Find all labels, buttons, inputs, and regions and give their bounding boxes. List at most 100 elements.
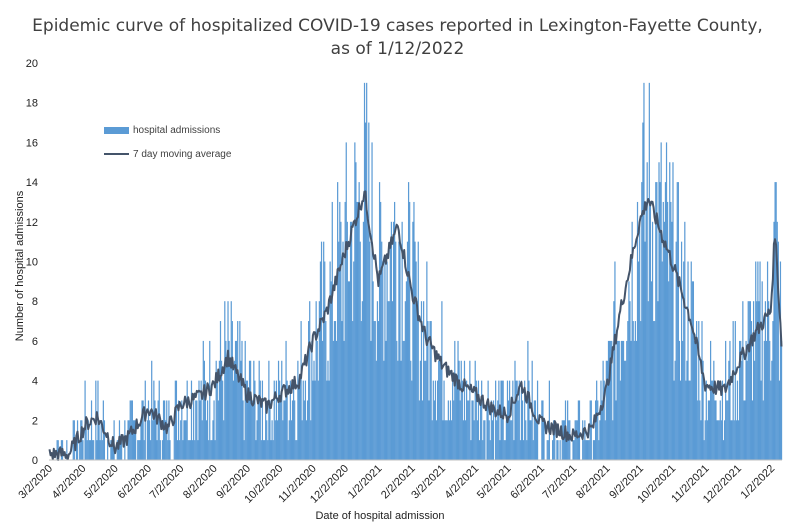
admission-bar: [323, 241, 325, 460]
admission-bar: [189, 440, 192, 460]
admission-bar: [198, 380, 200, 460]
admission-bar: [479, 400, 482, 460]
admission-bar: [498, 380, 500, 460]
admission-bar: [559, 440, 561, 460]
admission-bar: [607, 340, 610, 460]
admission-bar: [640, 321, 642, 460]
admission-bar: [257, 400, 259, 460]
admission-bar: [368, 122, 370, 461]
admission-bar: [400, 360, 402, 460]
admission-bar: [459, 400, 461, 460]
admission-bar: [267, 440, 269, 460]
admission-bar: [500, 380, 502, 460]
admission-bar: [629, 301, 631, 460]
admission-bar: [93, 440, 95, 460]
y-tick-label: 20: [26, 58, 38, 70]
admission-bar: [390, 221, 392, 460]
admission-bar: [541, 400, 543, 460]
admission-bar: [471, 400, 473, 460]
admission-bar: [230, 301, 232, 460]
admission-bar: [760, 380, 762, 460]
admission-bar: [519, 440, 521, 460]
admission-bar: [532, 440, 534, 460]
admission-bar: [360, 321, 362, 460]
admission-bar: [139, 440, 141, 460]
admission-bar: [621, 340, 624, 460]
admission-bar: [254, 380, 256, 460]
admission-bar: [292, 380, 295, 460]
admission-bar: [762, 400, 764, 460]
admission-bar: [294, 400, 296, 460]
admission-bar: [111, 440, 113, 460]
admission-bar: [202, 340, 204, 460]
admission-bar: [473, 420, 475, 460]
admission-bar: [729, 340, 731, 460]
admission-bar: [271, 420, 273, 460]
x-tick-label: 1/2/2021: [346, 463, 385, 502]
admission-bar: [434, 380, 437, 460]
admission-bar: [173, 420, 175, 460]
admission-bar: [407, 182, 410, 460]
admission-bar: [733, 420, 735, 460]
admission-bar: [432, 380, 434, 460]
admission-bar: [359, 241, 361, 460]
admission-bar: [386, 261, 388, 460]
admission-bar: [752, 301, 755, 460]
admission-bar: [642, 122, 644, 461]
admission-bar: [534, 400, 537, 460]
admission-bar: [722, 440, 725, 460]
admission-bar: [381, 241, 383, 460]
admission-bar: [209, 340, 211, 460]
admission-bar: [275, 380, 277, 460]
admission-bar: [719, 400, 721, 460]
admission-bar: [417, 241, 419, 460]
admission-bar: [714, 400, 716, 460]
admission-bar: [726, 400, 728, 460]
admission-bar: [602, 360, 604, 460]
admission-bar: [731, 420, 733, 460]
admission-bar: [372, 281, 374, 460]
admission-bar: [689, 380, 691, 460]
admission-bar: [481, 380, 483, 460]
admission-bar: [371, 142, 373, 460]
admission-bar: [641, 182, 643, 460]
admission-bar: [440, 360, 442, 460]
admission-bar: [665, 142, 668, 460]
legend: hospital admissions 7 day moving average: [104, 118, 231, 166]
admission-bar: [718, 420, 720, 460]
y-tick-label: 14: [26, 177, 38, 189]
admission-bar: [179, 440, 181, 460]
admission-bar: [193, 400, 195, 460]
admission-bar: [497, 400, 499, 460]
admission-bar: [142, 400, 144, 460]
admission-bar: [157, 400, 159, 460]
admission-bar: [181, 400, 183, 460]
admission-bar: [187, 440, 189, 460]
admission-bar: [158, 380, 160, 460]
admission-bar: [426, 261, 428, 460]
admission-bar: [503, 440, 505, 460]
admission-bar: [283, 400, 285, 460]
admission-bar: [233, 360, 236, 460]
admission-bar: [585, 440, 587, 460]
admission-bar: [378, 182, 381, 460]
admission-bar: [584, 420, 586, 460]
admission-bar: [309, 301, 311, 460]
admission-bar: [201, 420, 203, 460]
admission-bar: [448, 420, 451, 460]
admission-bar: [116, 440, 118, 460]
admission-bar: [337, 182, 339, 460]
admission-bar: [273, 380, 275, 460]
admission-bar: [450, 420, 453, 460]
admission-bar: [252, 400, 254, 460]
admission-bar: [318, 301, 320, 460]
admission-bar: [310, 420, 312, 460]
admission-bar: [211, 440, 213, 460]
admission-bar: [439, 360, 441, 460]
x-tick-label: 8/2/2021: [574, 463, 613, 502]
admission-bar: [742, 301, 744, 460]
admission-bar: [657, 301, 659, 460]
admission-bar: [631, 221, 633, 460]
admission-bar: [397, 360, 399, 460]
